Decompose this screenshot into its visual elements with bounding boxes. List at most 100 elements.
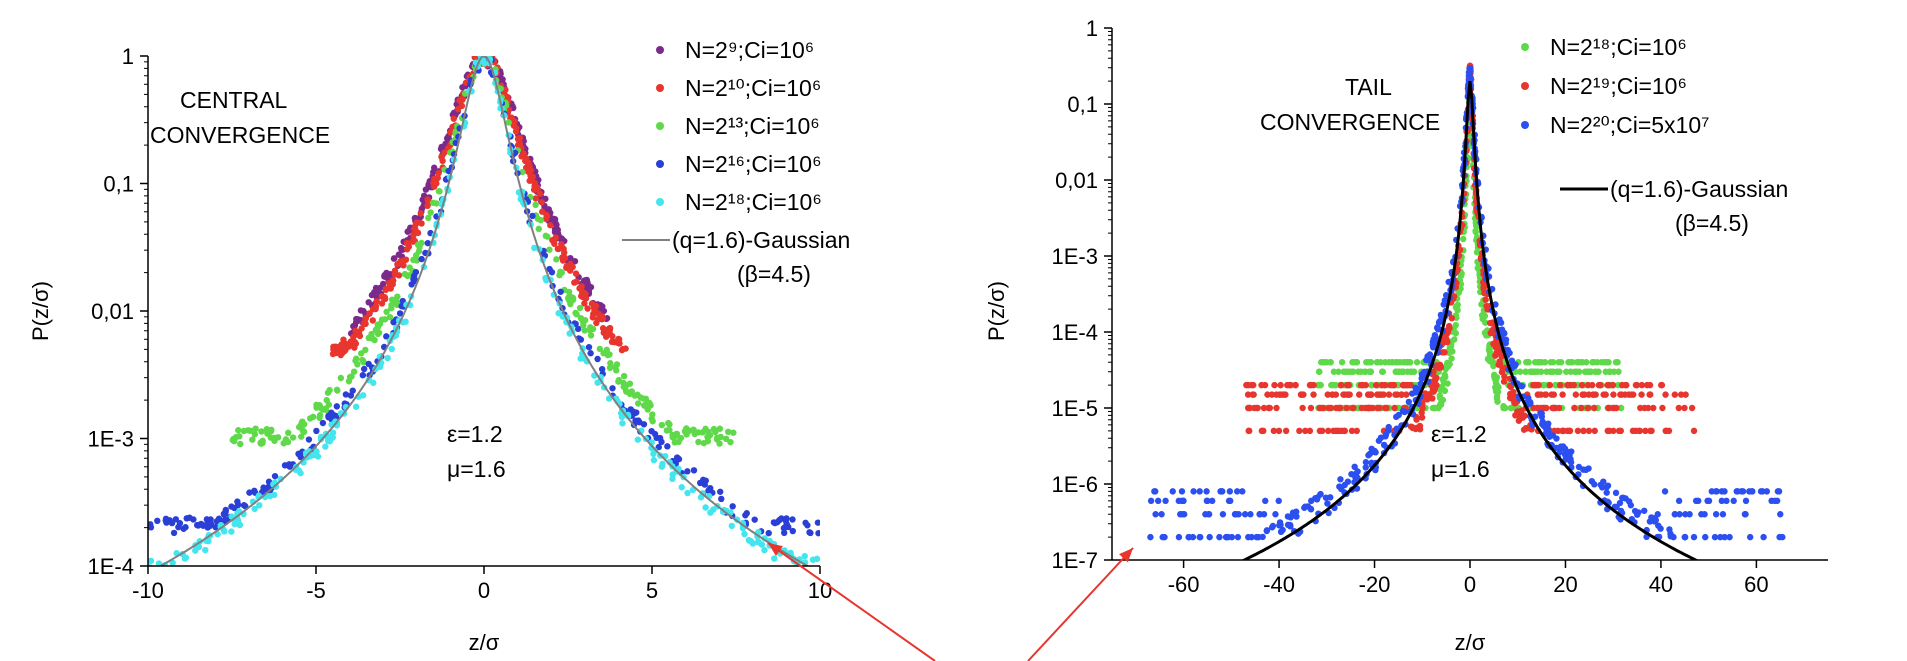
data-point	[1302, 427, 1309, 435]
data-point	[430, 164, 438, 171]
data-point	[1310, 391, 1317, 398]
legend-marker-4	[656, 160, 664, 168]
data-point	[1277, 381, 1284, 389]
legend-fit-sub: (β=4.5)	[737, 261, 811, 287]
data-point	[1297, 391, 1305, 398]
data-point	[728, 522, 736, 530]
data-point	[640, 421, 648, 428]
data-point	[761, 546, 768, 554]
data-point	[1590, 404, 1598, 412]
data-point	[1403, 381, 1411, 389]
data-point	[1473, 223, 1480, 230]
data-point	[1385, 423, 1392, 431]
data-point	[166, 517, 173, 524]
data-point	[716, 425, 724, 432]
data-point	[1293, 513, 1300, 520]
data-point	[412, 221, 419, 229]
data-point	[240, 427, 248, 435]
data-point	[1518, 383, 1526, 390]
data-point	[1567, 455, 1574, 463]
data-point	[1632, 381, 1640, 389]
data-point	[1742, 511, 1749, 518]
data-point	[1498, 353, 1505, 360]
data-point	[1307, 506, 1315, 513]
data-point	[1268, 391, 1276, 398]
legend-label-1: N=2⁹;Ci=10⁶	[685, 37, 814, 63]
data-point	[684, 468, 691, 475]
data-point	[1617, 507, 1625, 515]
data-point	[1543, 368, 1550, 375]
data-point	[1757, 488, 1765, 495]
data-point	[587, 350, 594, 357]
right-arrow	[1027, 547, 1134, 661]
data-point	[1723, 497, 1730, 505]
data-point	[1617, 427, 1625, 435]
data-point	[512, 128, 520, 135]
legend-marker-2	[1521, 82, 1529, 90]
data-point	[1605, 404, 1612, 412]
data-point	[1405, 398, 1413, 406]
data-point	[360, 365, 368, 373]
data-point	[651, 430, 659, 438]
data-point	[1643, 381, 1651, 389]
data-point	[402, 256, 410, 263]
data-point	[1486, 348, 1493, 355]
data-point	[722, 435, 730, 443]
x-tick-label: -5	[306, 578, 326, 603]
data-point	[1366, 368, 1373, 375]
data-point	[1279, 391, 1286, 398]
left-x-axis-label: z/σ	[469, 630, 500, 655]
data-point	[1350, 368, 1357, 375]
data-point	[815, 529, 820, 537]
y-tick-label: 1E-3	[88, 427, 134, 452]
data-point	[620, 372, 628, 380]
x-tick-label: 5	[646, 578, 658, 603]
data-point	[1585, 465, 1592, 472]
data-point	[298, 433, 305, 440]
data-point	[1196, 533, 1203, 541]
data-point	[333, 386, 341, 394]
data-point	[435, 188, 443, 195]
data-point	[1385, 391, 1393, 398]
data-point	[716, 440, 723, 447]
data-point	[433, 180, 440, 187]
data-point	[755, 538, 762, 546]
data-point	[220, 510, 228, 517]
data-point	[1546, 381, 1554, 389]
data-point	[596, 345, 604, 353]
data-point	[1575, 368, 1583, 375]
data-point	[1409, 424, 1417, 432]
data-point	[1622, 495, 1629, 502]
data-point	[1500, 404, 1507, 412]
data-point	[404, 272, 411, 280]
data-point	[1284, 521, 1292, 529]
data-point	[251, 431, 259, 438]
data-point	[1763, 488, 1771, 495]
data-point	[531, 244, 538, 252]
data-point	[378, 316, 386, 323]
data-point	[1368, 459, 1375, 466]
data-point	[1315, 368, 1323, 375]
data-point	[1482, 296, 1489, 303]
data-point	[553, 221, 560, 229]
data-point	[1748, 488, 1756, 495]
data-point	[806, 529, 813, 536]
data-point	[569, 263, 576, 271]
data-point	[572, 270, 580, 277]
data-point	[1395, 411, 1402, 419]
data-point	[1508, 357, 1516, 364]
data-point	[1349, 404, 1356, 412]
data-point	[581, 327, 588, 334]
data-point	[256, 502, 263, 509]
data-point	[1675, 404, 1683, 412]
data-point	[598, 365, 606, 373]
data-point	[620, 383, 627, 390]
data-point	[289, 434, 297, 441]
left-y-axis-label: P(z/σ)	[28, 281, 53, 341]
data-point	[1585, 427, 1593, 435]
data-point	[391, 267, 399, 274]
data-point	[394, 293, 401, 300]
data-point	[1712, 511, 1720, 518]
y-tick-label: 1E-6	[1052, 472, 1098, 497]
data-point	[1328, 381, 1335, 389]
